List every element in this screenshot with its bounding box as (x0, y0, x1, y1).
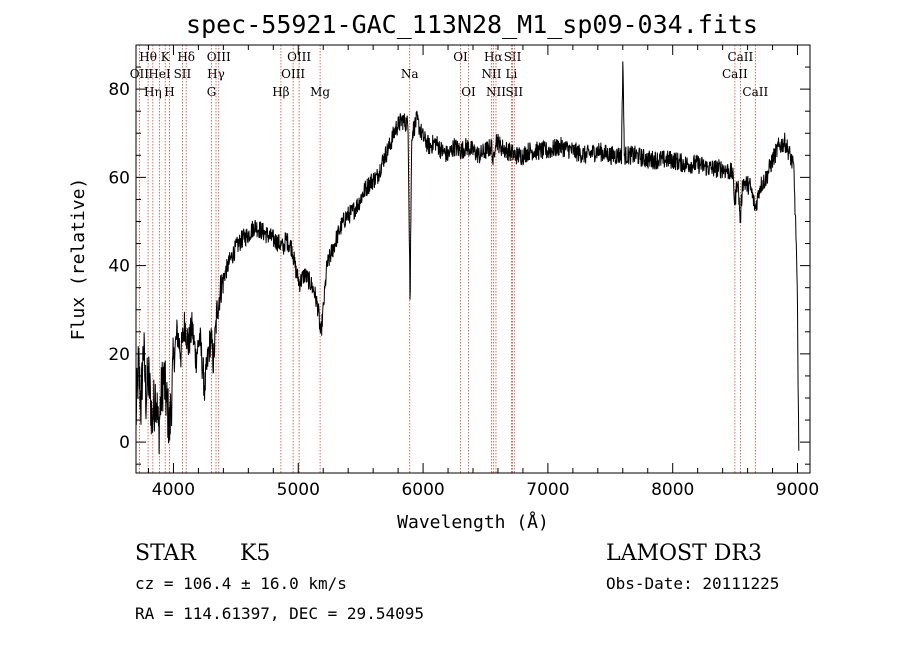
spectrum-series-line (135, 61, 800, 455)
y-tick-label: 0 (119, 433, 130, 453)
obs-date: Obs-Date: 20111225 (606, 574, 779, 593)
emission-line-label: Hδ (177, 50, 195, 64)
x-tick-label: 9000 (776, 480, 819, 500)
coordinates: RA = 114.61397, DEC = 29.54095 (135, 604, 424, 623)
plot-frame (135, 44, 811, 474)
emission-line-label: OI (461, 85, 476, 99)
emission-line-label: OII (130, 67, 150, 81)
emission-line-label: Hθ (139, 50, 157, 64)
emission-line-label: Hγ (207, 67, 225, 81)
emission-line-label: OIII (287, 50, 311, 64)
chart-title: spec-55921-GAC_113N28_M1_sp09-034.fits (186, 10, 758, 39)
emission-line-label: G (207, 85, 217, 99)
emission-line-label: H (164, 85, 174, 99)
emission-line-label: K (161, 50, 171, 64)
emission-line-label: OIII (281, 67, 305, 81)
emission-line-label: Hη (144, 85, 162, 99)
x-axis-label: Wavelength (Å) (397, 511, 549, 533)
emission-line-label: CaII (727, 50, 753, 64)
x-tick-label: 7000 (526, 480, 569, 500)
emission-lines-group: Hθ OII Hη K HeI H Hδ SII OIII Hγ G Hβ OIII OIII Mg Na OI… (130, 45, 768, 473)
emission-line-label: SII (505, 85, 523, 99)
emission-line-label: Hα (484, 50, 503, 64)
emission-line-label: OI (453, 50, 468, 64)
emission-line-label: Na (401, 67, 419, 81)
emission-line-label: Hβ (272, 85, 289, 99)
object-class: STAR (135, 541, 197, 566)
x-tick-label: 5000 (277, 480, 320, 500)
y-tick-label: 80 (108, 80, 130, 100)
emission-line-label: OIII (207, 50, 231, 64)
y-tick-label: 20 (108, 345, 130, 365)
emission-line-label: SII (504, 50, 522, 64)
emission-line-label: CaII (722, 67, 748, 81)
emission-line-label: CaII (742, 85, 768, 99)
object-subclass: K5 (240, 541, 270, 566)
x-tick-label: 8000 (651, 480, 694, 500)
emission-line-label: HeI (148, 67, 171, 81)
x-tick-label: 6000 (401, 480, 444, 500)
x-tick-label: 4000 (152, 480, 195, 500)
emission-line-label: NII (481, 67, 501, 81)
emission-line-label: Li (506, 67, 518, 81)
redshift-cz: cz = 106.4 ± 16.0 km/s (135, 574, 347, 593)
y-tick-label: 60 (108, 168, 130, 188)
emission-line-label: Mg (310, 85, 330, 99)
emission-line-label: SII (174, 67, 192, 81)
axis-ticks-group: 4000 5000 6000 7000 8000 9000 0 20 40 60 80 (108, 44, 819, 500)
emission-line-label: NII (486, 85, 506, 99)
survey-name: LAMOST DR3 (606, 541, 762, 566)
y-axis-label: Flux (relative) (68, 178, 89, 341)
y-tick-label: 40 (108, 257, 130, 277)
